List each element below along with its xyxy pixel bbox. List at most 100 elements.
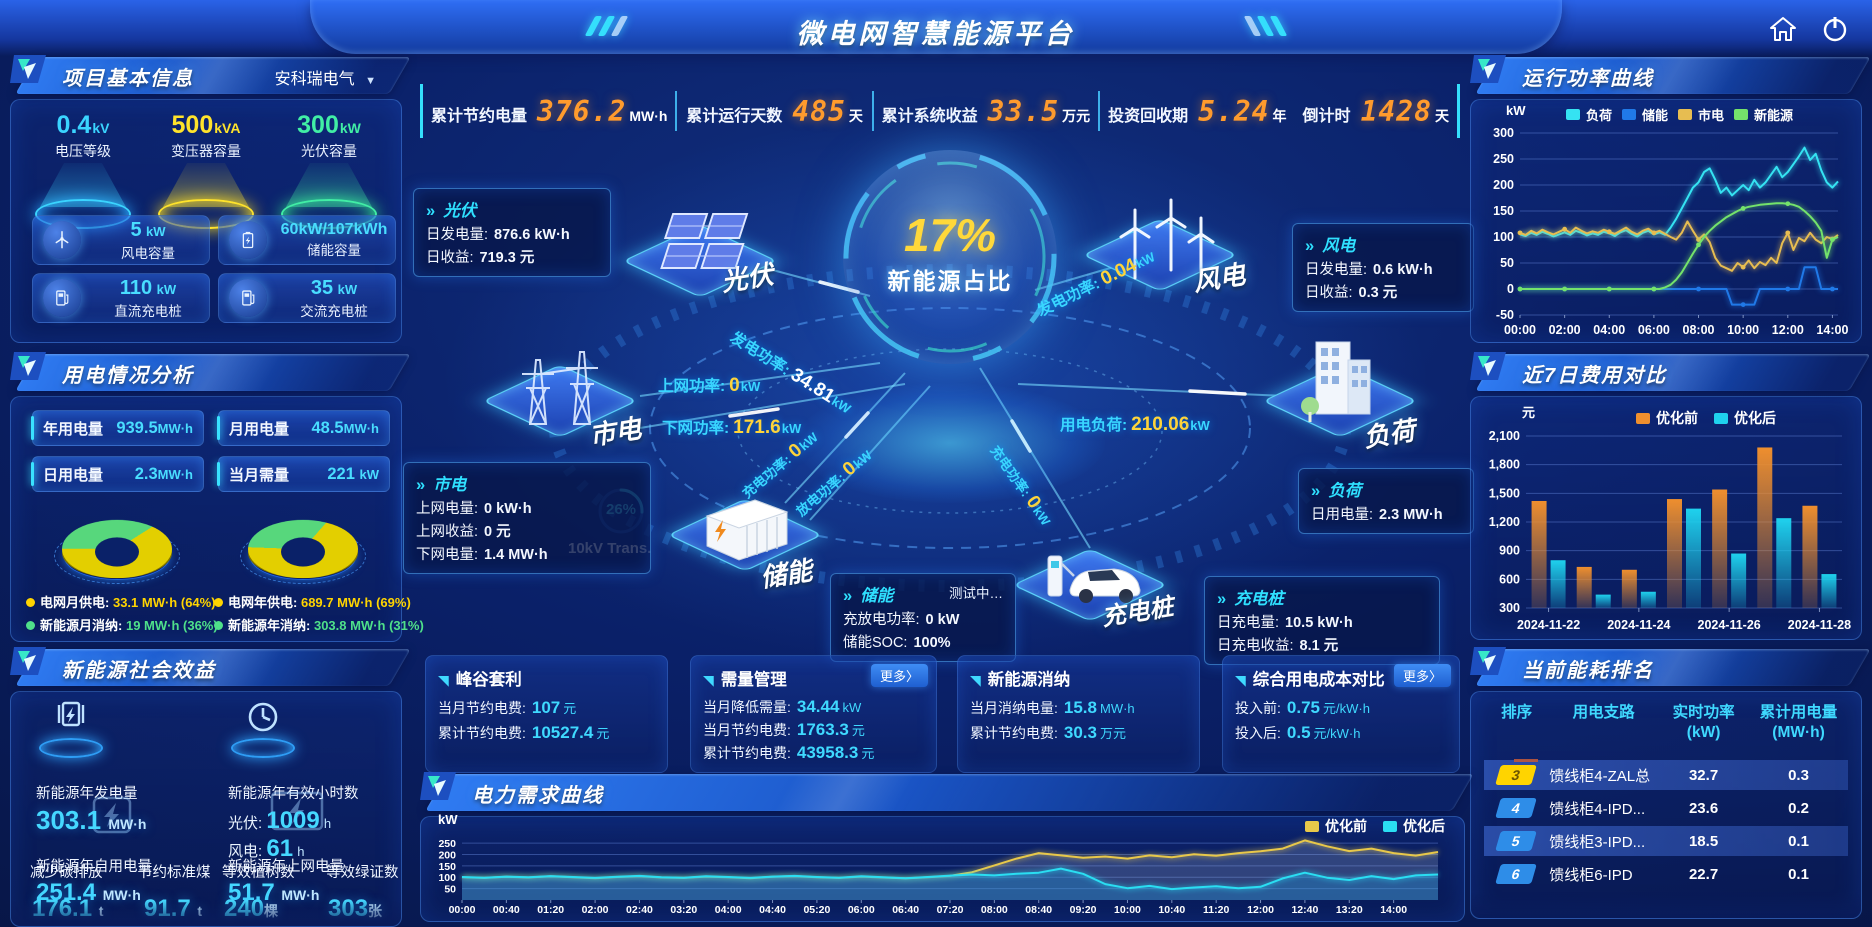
svg-text:2024-11-22: 2024-11-22 [1517,618,1580,632]
stat-label: 电压等级 [55,143,111,159]
social-benefit-panel: 新能源社会效益 新能源年发电量 303.1 MW·h 新能源年有效小时数 光伏:… [10,647,411,927]
svg-text:06:40: 06:40 [892,904,919,916]
svg-text:12:00: 12:00 [1247,904,1274,916]
svg-text:100: 100 [438,872,456,884]
legend-swatch [1714,412,1728,424]
panel-title: 当前能耗排名 [1522,660,1654,682]
svg-text:200: 200 [438,849,456,861]
day-usage-chip: 日用电量 2.3MW·h [31,456,204,492]
certs-value: 303张 [328,895,383,922]
demand-curve-body [420,816,1465,922]
center-platform-glow [795,383,1105,503]
rank-badge: 5 [1495,831,1537,851]
energy-rank-panel: 当前能耗排名 排序 用电支路 实时功率 (kW) 累计用电量 (MW·h) 3 馈线… [1470,647,1871,919]
demand-legend: 优化前 优化后 [1305,816,1445,836]
charger-info-box: » 充电桩 日充电量: 10.5 kW·h 日充电收益: 8.1 元 [1204,576,1440,665]
donut-legend-renewable-month: 新能源月消纳: 19 MW·h (36%) [26,615,218,634]
plug-ghost-icon [270,791,324,831]
svg-text:2024-11-24: 2024-11-24 [1607,618,1670,632]
legend-swatch [1678,109,1693,120]
dc-charger-icon [56,290,69,306]
hours-pedestal [228,695,298,758]
panel-corner-icon [420,772,456,800]
cost-more-button[interactable]: 更多〉 [1393,664,1451,687]
card-label: 交流充电桩 [300,303,368,319]
legend-swatch [1383,820,1397,832]
energy-flow-diagram: 17% 新能源占比 光伏 风电 市电 [400,128,1480,665]
svg-text:-50: -50 [1496,308,1514,322]
svg-text:12:00: 12:00 [1772,323,1804,337]
svg-text:00:00: 00:00 [1504,323,1536,337]
table-row[interactable]: 3 馈线柜4-ZAL总 32.7 0.3 [1484,760,1848,790]
co2-value: 176.1 t [32,895,104,922]
storage-node: 储能 [667,450,823,593]
svg-text:00:40: 00:40 [493,904,520,916]
demand-more-button[interactable]: 更多〉 [870,664,928,687]
demand-y-unit: kW [438,812,458,827]
svg-text:0: 0 [1507,282,1514,296]
svg-text:2024-11-26: 2024-11-26 [1698,618,1761,632]
svg-text:600: 600 [1499,572,1520,586]
co2-label: 减少碳排放 [30,865,103,881]
cost-comparison-panel: ◥ 综合用电成本对比 更多〉 投入前: 0.75 元/kW·h 投入后: 0.5 元/kW… [1222,655,1460,773]
svg-text:10:00: 10:00 [1114,904,1141,916]
svg-text:14:00: 14:00 [1380,904,1407,916]
company-name: 安科瑞电气 [274,71,355,88]
cost-legend: 优化前 优化后 [1636,408,1776,428]
storage-capacity-card: 60kW/107kWh 储能容量 [218,215,396,265]
stat-label: 光伏容量 [301,143,357,159]
legend-swatch [1566,109,1580,120]
card-label: 直流充电桩 [114,303,182,319]
renewable-share-label: 新能源占比 [887,268,1013,294]
svg-text:900: 900 [1499,544,1520,558]
pv-node-label: 光伏 [719,259,776,297]
legend-dot [26,598,35,607]
power-icon[interactable] [1820,14,1850,44]
power-curve-body [1470,99,1862,343]
table-row[interactable]: 4 馈线柜4-IPD... 23.6 0.2 [1484,793,1848,823]
panel-corner-icon [10,647,46,675]
voltage-level-stat: 0.4kV 电压等级 [24,111,142,229]
load-node: 负荷 [1262,316,1418,456]
table-row[interactable]: 5 馈线柜3-IPD... 18.5 0.1 [1484,826,1848,856]
svg-text:02:40: 02:40 [626,904,653,916]
svg-text:04:40: 04:40 [759,904,786,916]
renewable-share-orb: 17% 新能源占比 [843,150,1057,364]
svg-text:300: 300 [1493,126,1514,140]
wind-node-label: 风电 [1191,259,1248,297]
grid-down-flow-label: 下网功率: 171.6kW [662,417,802,438]
demand-management-panel: ◥ 需量管理 更多〉 当月降低需量: 34.44 kW 当月节约电费: 1763.3 元 … [690,655,937,773]
building-icon [1301,341,1371,422]
legend-swatch [1636,412,1650,424]
monthly-energy-donut [52,500,182,600]
storage-status: 测试中… [949,586,1003,601]
ac-charger-icon [242,290,255,306]
gen-value: 303.1 MW·h [36,805,147,835]
scroll-indicator[interactable] [1514,759,1538,762]
home-icon[interactable] [1768,14,1798,44]
transformer-capacity-stat: 500kVA 变压器容量 [147,111,265,229]
pedestal-glow [39,738,103,758]
wind-capacity-card: 5 kW 风电容量 [32,215,210,265]
svg-text:2,100: 2,100 [1489,429,1520,443]
storage-node-label: 储能 [758,555,815,593]
generation-pedestal [36,695,106,758]
to-grid-label: 新能源年上网电量 [228,859,344,875]
company-dropdown[interactable]: 安科瑞电气 ▼ [275,65,376,89]
svg-text:01:20: 01:20 [537,904,564,916]
svg-text:11:20: 11:20 [1203,904,1229,916]
svg-text:08:00: 08:00 [981,904,1008,916]
dc-charger-card: 110 kW 直流充电桩 [32,273,210,323]
social-benefit-body [10,691,402,927]
clock-icon [248,702,278,732]
month-demand-chip: 当月需量 221 kW [217,456,390,492]
storage-info-box: » 储能 测试中… 充放电功率: 0 kW 储能SOC: 100% [830,573,1016,662]
chevron-down-icon: ▼ [365,75,376,87]
power-curve-chart: -50 0 50 100 150 200 250 300 00:00 02:00 04:00 06:0… [1493,126,1848,337]
load-node-label: 负荷 [1361,415,1418,453]
project-info-panel: 项目基本信息 安科瑞电气 ▼ 0.4kV 电压等级 500kVA 变压器容量 3… [10,55,411,343]
table-row[interactable]: 6 馈线柜6-IPD 22.7 0.1 [1484,859,1848,889]
card-label: 风电容量 [121,245,175,261]
svg-text:00:00: 00:00 [449,904,476,916]
svg-text:1,500: 1,500 [1489,486,1520,500]
